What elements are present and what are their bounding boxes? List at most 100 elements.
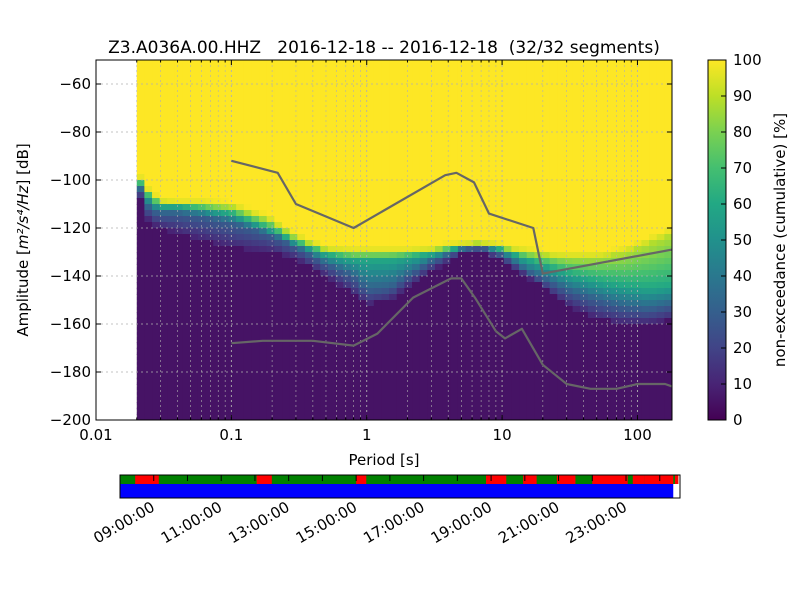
heatmap-cell — [266, 216, 275, 223]
heatmap-cell — [511, 240, 520, 247]
heatmap-cell — [289, 66, 298, 73]
heatmap-cell — [580, 306, 589, 313]
heatmap-cell — [641, 234, 650, 241]
heatmap-cell — [312, 192, 321, 199]
heatmap-cell — [549, 132, 558, 139]
heatmap-cell — [205, 294, 214, 301]
heatmap-cell — [304, 186, 314, 193]
heatmap-cell — [465, 96, 474, 103]
heatmap-cell — [282, 402, 291, 409]
heatmap-cell — [197, 348, 207, 355]
heatmap-cell — [213, 282, 222, 289]
heatmap-cell — [236, 66, 245, 73]
heatmap-cell — [626, 60, 635, 67]
heatmap-cell — [366, 258, 375, 265]
heatmap-cell — [519, 372, 528, 379]
heatmap-cell — [381, 78, 390, 85]
heatmap-cell — [312, 282, 321, 289]
heatmap-cell — [266, 102, 275, 109]
heatmap-cell — [350, 210, 360, 217]
heatmap-cell — [580, 180, 589, 187]
heatmap-cell — [434, 192, 444, 199]
heatmap-cell — [159, 120, 168, 127]
heatmap-cell — [664, 72, 672, 79]
heatmap-cell — [396, 342, 405, 349]
heatmap-cell — [465, 348, 474, 355]
heatmap-cell — [228, 288, 237, 295]
heatmap-cell — [136, 96, 145, 103]
heatmap-cell — [220, 120, 230, 127]
heatmap-cell — [542, 102, 551, 109]
heatmap-cell — [511, 360, 520, 367]
heatmap-cell — [603, 180, 612, 187]
heatmap-cell — [350, 414, 360, 420]
heatmap-cell — [427, 294, 436, 301]
heatmap-cell — [182, 174, 191, 181]
heatmap-cell — [519, 156, 528, 163]
colorbar-tick-label: 0 — [733, 411, 743, 429]
heatmap-cell — [412, 120, 421, 127]
heatmap-cell — [511, 192, 520, 199]
heatmap-cell — [580, 252, 589, 259]
heatmap-cell — [190, 246, 199, 253]
heatmap-cell — [656, 114, 665, 121]
heatmap-cell — [304, 240, 314, 247]
heatmap-cell — [259, 330, 268, 337]
heatmap-cell — [457, 126, 467, 133]
heatmap-cell — [526, 174, 535, 181]
heatmap-cell — [144, 390, 153, 397]
heatmap-cell — [442, 408, 451, 415]
heatmap-cell — [144, 300, 153, 307]
heatmap-cell — [503, 306, 513, 313]
heatmap-cell — [572, 78, 581, 85]
heatmap-cell — [473, 324, 482, 331]
heatmap-cell — [220, 126, 230, 133]
heatmap-cell — [549, 138, 558, 145]
heatmap-cell — [327, 198, 337, 205]
heatmap-cell — [412, 336, 421, 343]
heatmap-cell — [343, 180, 352, 187]
heatmap-cell — [152, 264, 161, 271]
heatmap-cell — [412, 150, 421, 157]
heatmap-cell — [473, 390, 482, 397]
heatmap-cell — [618, 216, 627, 223]
heatmap-cell — [488, 372, 497, 379]
heatmap-cell — [327, 300, 337, 307]
heatmap-cell — [220, 144, 230, 151]
heatmap-cell — [587, 168, 597, 175]
heatmap-cell — [649, 174, 658, 181]
heatmap-cell — [358, 330, 367, 337]
heatmap-cell — [381, 72, 390, 79]
heatmap-cell — [136, 390, 145, 397]
heatmap-cell — [534, 96, 543, 103]
heatmap-cell — [144, 366, 153, 373]
heatmap-cell — [412, 318, 421, 325]
heatmap-cell — [534, 84, 543, 91]
heatmap-cell — [503, 372, 513, 379]
heatmap-cell — [213, 270, 222, 277]
heatmap-cell — [434, 162, 444, 169]
heatmap-cell — [144, 360, 153, 367]
heatmap-cell — [152, 324, 161, 331]
heatmap-cell — [503, 168, 513, 175]
heatmap-cell — [404, 126, 413, 133]
heatmap-cell — [144, 324, 153, 331]
heatmap-cell — [396, 270, 405, 277]
heatmap-cell — [526, 162, 535, 169]
heatmap-cell — [167, 162, 176, 169]
heatmap-cell — [580, 162, 589, 169]
heatmap-cell — [144, 294, 153, 301]
heatmap-cell — [473, 408, 482, 415]
heatmap-cell — [297, 396, 306, 403]
heatmap-cell — [282, 240, 291, 247]
heatmap-cell — [396, 276, 405, 283]
heatmap-cell — [282, 306, 291, 313]
heatmap-cell — [251, 318, 260, 325]
heatmap-cell — [350, 72, 360, 79]
heatmap-cell — [542, 72, 551, 79]
heatmap-cell — [526, 156, 535, 163]
heatmap-cell — [595, 246, 604, 253]
heatmap-cell — [488, 282, 497, 289]
heatmap-cell — [564, 132, 574, 139]
heatmap-cell — [610, 252, 620, 259]
